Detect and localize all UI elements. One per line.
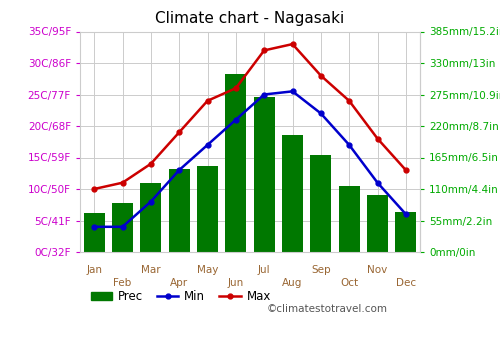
Text: ©climatestotravel.com: ©climatestotravel.com — [267, 304, 388, 314]
Bar — [84, 213, 105, 252]
Bar — [140, 183, 162, 252]
Text: Sep: Sep — [311, 265, 330, 275]
Text: Dec: Dec — [396, 279, 416, 288]
Text: Jun: Jun — [228, 279, 244, 288]
Text: Jul: Jul — [258, 265, 270, 275]
Bar — [112, 203, 133, 252]
Text: Nov: Nov — [368, 265, 388, 275]
Title: Climate chart - Nagasaki: Climate chart - Nagasaki — [156, 11, 344, 26]
Text: Apr: Apr — [170, 279, 188, 288]
Bar — [282, 135, 303, 252]
Text: Aug: Aug — [282, 279, 302, 288]
Text: Jan: Jan — [86, 265, 102, 275]
Bar — [310, 155, 332, 252]
Bar — [254, 97, 275, 252]
Bar — [168, 169, 190, 252]
Text: Mar: Mar — [141, 265, 161, 275]
Text: May: May — [197, 265, 218, 275]
Bar — [225, 75, 246, 252]
Text: Feb: Feb — [114, 279, 132, 288]
Bar — [367, 195, 388, 252]
Legend: Prec, Min, Max: Prec, Min, Max — [86, 285, 276, 308]
Text: Oct: Oct — [340, 279, 358, 288]
Bar — [197, 166, 218, 252]
Bar — [338, 186, 360, 252]
Bar — [395, 212, 416, 252]
